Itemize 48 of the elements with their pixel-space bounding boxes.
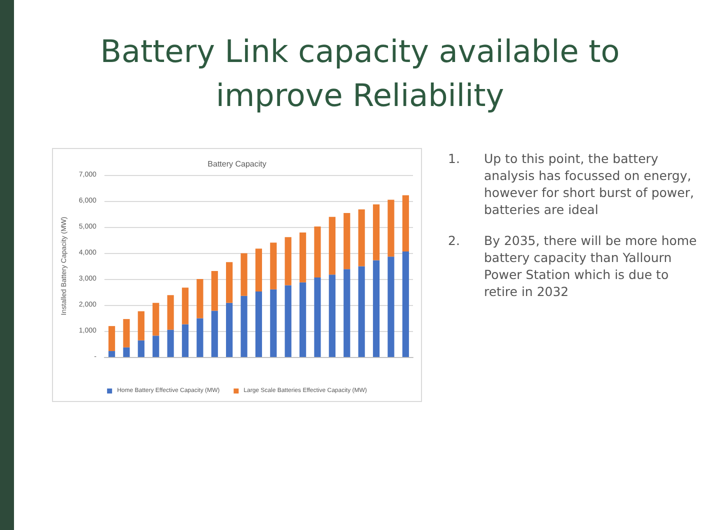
bar [284, 285, 292, 357]
bar [344, 269, 350, 357]
bar [108, 326, 116, 352]
bar [372, 204, 380, 260]
bar [344, 212, 350, 270]
bar [211, 310, 218, 357]
text: Up to this point, the battery analysis has focussed on energy, however for short burst of power, batteries are ideal [484, 150, 695, 218]
bar [388, 256, 394, 357]
bar [108, 351, 116, 357]
bar [314, 226, 321, 278]
bar [328, 216, 336, 275]
text: 2. [448, 232, 461, 250]
bar [138, 311, 144, 340]
bar [167, 295, 174, 330]
bar [270, 289, 277, 357]
bar [138, 340, 144, 357]
bar [314, 277, 321, 357]
bar [402, 251, 409, 357]
bar [182, 288, 189, 324]
bar [123, 347, 130, 357]
bar [255, 248, 262, 292]
bar [328, 274, 336, 357]
bar [299, 282, 306, 357]
bar [402, 195, 409, 252]
bar [270, 242, 277, 290]
chart-subtitle: Battery Capacity [208, 160, 266, 168]
bar [299, 232, 306, 282]
bar [196, 279, 204, 318]
bar [123, 319, 130, 348]
text: 1. [448, 150, 461, 168]
bar [182, 324, 189, 357]
text: By 2035, there will be more home battery capacity than Yallourn Power Station which is due to retire in 2032 [484, 232, 698, 300]
bar [358, 209, 365, 266]
bar [388, 200, 394, 257]
bar [196, 318, 204, 357]
bar [152, 336, 160, 357]
bar [240, 253, 248, 296]
chart-title: Battery Link capacity available to improve Reliability [99, 33, 621, 116]
bar [226, 262, 233, 303]
bar [152, 302, 160, 336]
bar [211, 270, 218, 311]
bar [284, 237, 292, 286]
bar [358, 266, 365, 357]
bar [240, 296, 248, 357]
bar [167, 330, 174, 357]
bar [226, 302, 233, 357]
bar [372, 260, 380, 357]
bar [255, 291, 262, 357]
